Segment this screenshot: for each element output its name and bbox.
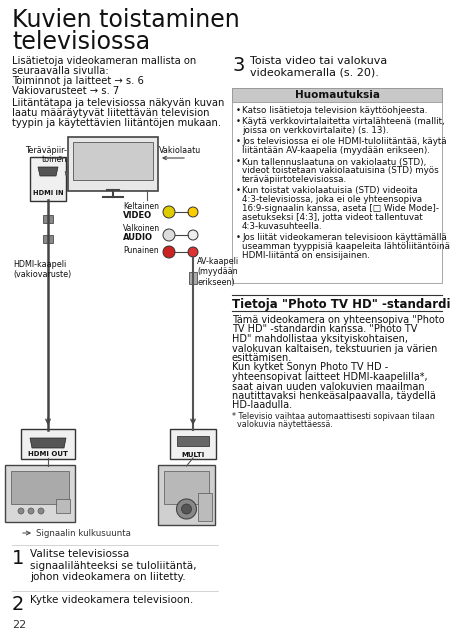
Text: Jos liität videokameran televisioon käyttämällä: Jos liität videokameran televisioon käyt… (242, 233, 447, 242)
Text: Lisätietoja videokameran mallista on: Lisätietoja videokameran mallista on (12, 56, 196, 66)
Text: HD" mahdollistaa yksityiskohtaisen,: HD" mahdollistaa yksityiskohtaisen, (232, 334, 408, 344)
Circle shape (163, 206, 175, 218)
Text: HDMI IN: HDMI IN (33, 190, 63, 196)
Polygon shape (38, 167, 58, 176)
Text: •: • (236, 157, 241, 166)
Text: •: • (236, 117, 241, 126)
Text: 22: 22 (12, 620, 26, 630)
Text: Toiminnot ja laitteet → s. 6: Toiminnot ja laitteet → s. 6 (12, 76, 144, 86)
Circle shape (188, 247, 198, 257)
Bar (56, 499, 70, 513)
Text: asetukseksi [4:3], jotta videot tallentuvat: asetukseksi [4:3], jotta videot tallentu… (242, 212, 423, 222)
Text: Teräväpiir-: Teräväpiir- (25, 146, 67, 155)
Text: Kuvien toistaminen: Kuvien toistaminen (12, 8, 240, 32)
Text: joissa on verkkovirtalaite) (s. 13).: joissa on verkkovirtalaite) (s. 13). (242, 126, 389, 135)
Circle shape (176, 499, 197, 519)
FancyBboxPatch shape (5, 465, 75, 522)
Text: yhteensopivat laitteet HDMI-kaapelilla*,: yhteensopivat laitteet HDMI-kaapelilla*, (232, 372, 428, 382)
Text: seuraavalla sivulla:: seuraavalla sivulla: (12, 66, 108, 76)
Text: televisiossa: televisiossa (12, 30, 150, 54)
Text: videot toistetaan vakiolaatuisina (STD) myös: videot toistetaan vakiolaatuisina (STD) … (242, 166, 439, 175)
Text: AUDIO: AUDIO (123, 233, 153, 242)
Text: AV-kaapeli
(myydään
erikseen): AV-kaapeli (myydään erikseen) (197, 257, 239, 287)
FancyBboxPatch shape (198, 493, 212, 521)
Text: Kun kytket Sonyn Photo TV HD -: Kun kytket Sonyn Photo TV HD - (232, 362, 388, 372)
Text: 4:3-kuvasuhteella.: 4:3-kuvasuhteella. (242, 221, 323, 230)
FancyBboxPatch shape (68, 137, 158, 191)
FancyBboxPatch shape (170, 429, 216, 459)
Text: TV HD" -standardin kanssa. "Photo TV: TV HD" -standardin kanssa. "Photo TV (232, 324, 418, 335)
Text: HDMI-kaapeli
(vakiovaruste): HDMI-kaapeli (vakiovaruste) (13, 260, 71, 280)
Text: Punainen: Punainen (123, 246, 158, 255)
Text: Käytä verkkovirtalaitetta virtalähteenä (mallit,: Käytä verkkovirtalaitetta virtalähteenä … (242, 117, 445, 126)
Text: Valkoinen: Valkoinen (123, 224, 160, 233)
Circle shape (28, 508, 34, 514)
Text: toinen: toinen (41, 155, 67, 164)
Text: •: • (236, 233, 241, 242)
Text: valokuvan kaltaisen, tekstuurien ja värien: valokuvan kaltaisen, tekstuurien ja väri… (232, 344, 437, 353)
Text: VIDEO: VIDEO (123, 211, 152, 220)
Text: Vakiovarusteet → s. 7: Vakiovarusteet → s. 7 (12, 86, 119, 96)
Text: HDMI-liitäntä on ensisijainen.: HDMI-liitäntä on ensisijainen. (242, 250, 370, 259)
Text: MULTI: MULTI (181, 452, 205, 458)
Text: Liitäntätapa ja televisiossa näkyvän kuvan: Liitäntätapa ja televisiossa näkyvän kuv… (12, 98, 225, 108)
Text: tyypin ja käytettävien liitäntöjen mukaan.: tyypin ja käytettävien liitäntöjen mukaa… (12, 118, 221, 128)
Bar (177, 436, 209, 446)
Text: •: • (236, 138, 241, 147)
Circle shape (163, 246, 175, 258)
Text: saat aivan uuden valokuvien maailman: saat aivan uuden valokuvien maailman (232, 381, 425, 392)
Bar (43, 215, 53, 223)
Text: Toista video tai valokuva
videokameralla (s. 20).: Toista video tai valokuva videokameralla… (250, 56, 387, 77)
FancyBboxPatch shape (21, 429, 75, 459)
Bar (73, 142, 153, 180)
Text: laatu määräytyvät liitettävän television: laatu määräytyvät liitettävän television (12, 108, 210, 118)
Bar (232, 88, 442, 102)
Text: Tietoja "Photo TV HD" -standardista: Tietoja "Photo TV HD" -standardista (232, 298, 450, 311)
Circle shape (188, 230, 198, 240)
Text: esittämisen.: esittämisen. (232, 353, 292, 363)
Text: 1: 1 (12, 549, 24, 568)
Circle shape (163, 229, 175, 241)
Text: useamman tyyppisiä kaapeleita lähtöliitäntöinä,: useamman tyyppisiä kaapeleita lähtöliitä… (242, 242, 450, 251)
Text: HDMI OUT: HDMI OUT (28, 451, 68, 457)
Text: Signaalin kulkusuunta: Signaalin kulkusuunta (36, 529, 131, 538)
Text: 3: 3 (232, 56, 244, 75)
Text: Katso lisätietoja television käyttöohjeesta.: Katso lisätietoja television käyttöohjee… (242, 106, 428, 115)
Text: Keltainen: Keltainen (123, 202, 159, 211)
Bar (43, 235, 53, 243)
Text: * Televisio vaihtaa automaattisesti sopivaan tilaan: * Televisio vaihtaa automaattisesti sopi… (232, 412, 435, 421)
Text: HD-laadulla.: HD-laadulla. (232, 401, 292, 410)
FancyBboxPatch shape (30, 157, 66, 201)
Text: Vakiolaatu: Vakiolaatu (159, 146, 201, 155)
Text: •: • (236, 106, 241, 115)
Bar (189, 272, 197, 284)
Text: nautittavaksi henkeäsalpaavalla, täydellä: nautittavaksi henkeäsalpaavalla, täydell… (232, 391, 436, 401)
Text: Huomautuksia: Huomautuksia (294, 90, 379, 100)
Text: Tämä videokamera on yhteensopiva "Photo: Tämä videokamera on yhteensopiva "Photo (232, 315, 445, 325)
Bar (232, 88, 442, 283)
Circle shape (18, 508, 24, 514)
Bar (164, 471, 209, 504)
Circle shape (38, 508, 44, 514)
Text: •: • (236, 186, 241, 195)
Polygon shape (30, 438, 66, 448)
Text: liitäntään AV-kaapelia (myydään erikseen).: liitäntään AV-kaapelia (myydään erikseen… (242, 146, 430, 156)
Bar (11, 471, 69, 504)
Text: Kun toistat vakiolaatuisia (STD) videoita: Kun toistat vakiolaatuisia (STD) videoit… (242, 186, 418, 195)
Text: Kun tallennuslaatuna on vakiolaatu (STD),: Kun tallennuslaatuna on vakiolaatu (STD)… (242, 157, 426, 166)
Text: 4:3-televisiossa, joka ei ole yhteensopiva: 4:3-televisiossa, joka ei ole yhteensopi… (242, 195, 422, 204)
Text: Jos televisiossa ei ole HDMI-tuloliitäntää, käytä: Jos televisiossa ei ole HDMI-tuloliitänt… (242, 138, 446, 147)
Text: Valitse televisiossa
signaalilähteeksi se tuloliitäntä,
johon videokamera on lii: Valitse televisiossa signaalilähteeksi s… (30, 549, 197, 582)
Circle shape (181, 504, 192, 514)
Text: 2: 2 (12, 595, 24, 614)
Text: valokuvia näytettäessä.: valokuvia näytettäessä. (232, 420, 333, 429)
FancyBboxPatch shape (158, 465, 215, 525)
Circle shape (188, 207, 198, 217)
Text: 16:9-signaalin kanssa, aseta [□ Wide Mode]-: 16:9-signaalin kanssa, aseta [□ Wide Mod… (242, 204, 439, 213)
Text: teräväpiirtotelevisiossa.: teräväpiirtotelevisiossa. (242, 175, 347, 184)
Text: Kytke videokamera televisioon.: Kytke videokamera televisioon. (30, 595, 193, 605)
